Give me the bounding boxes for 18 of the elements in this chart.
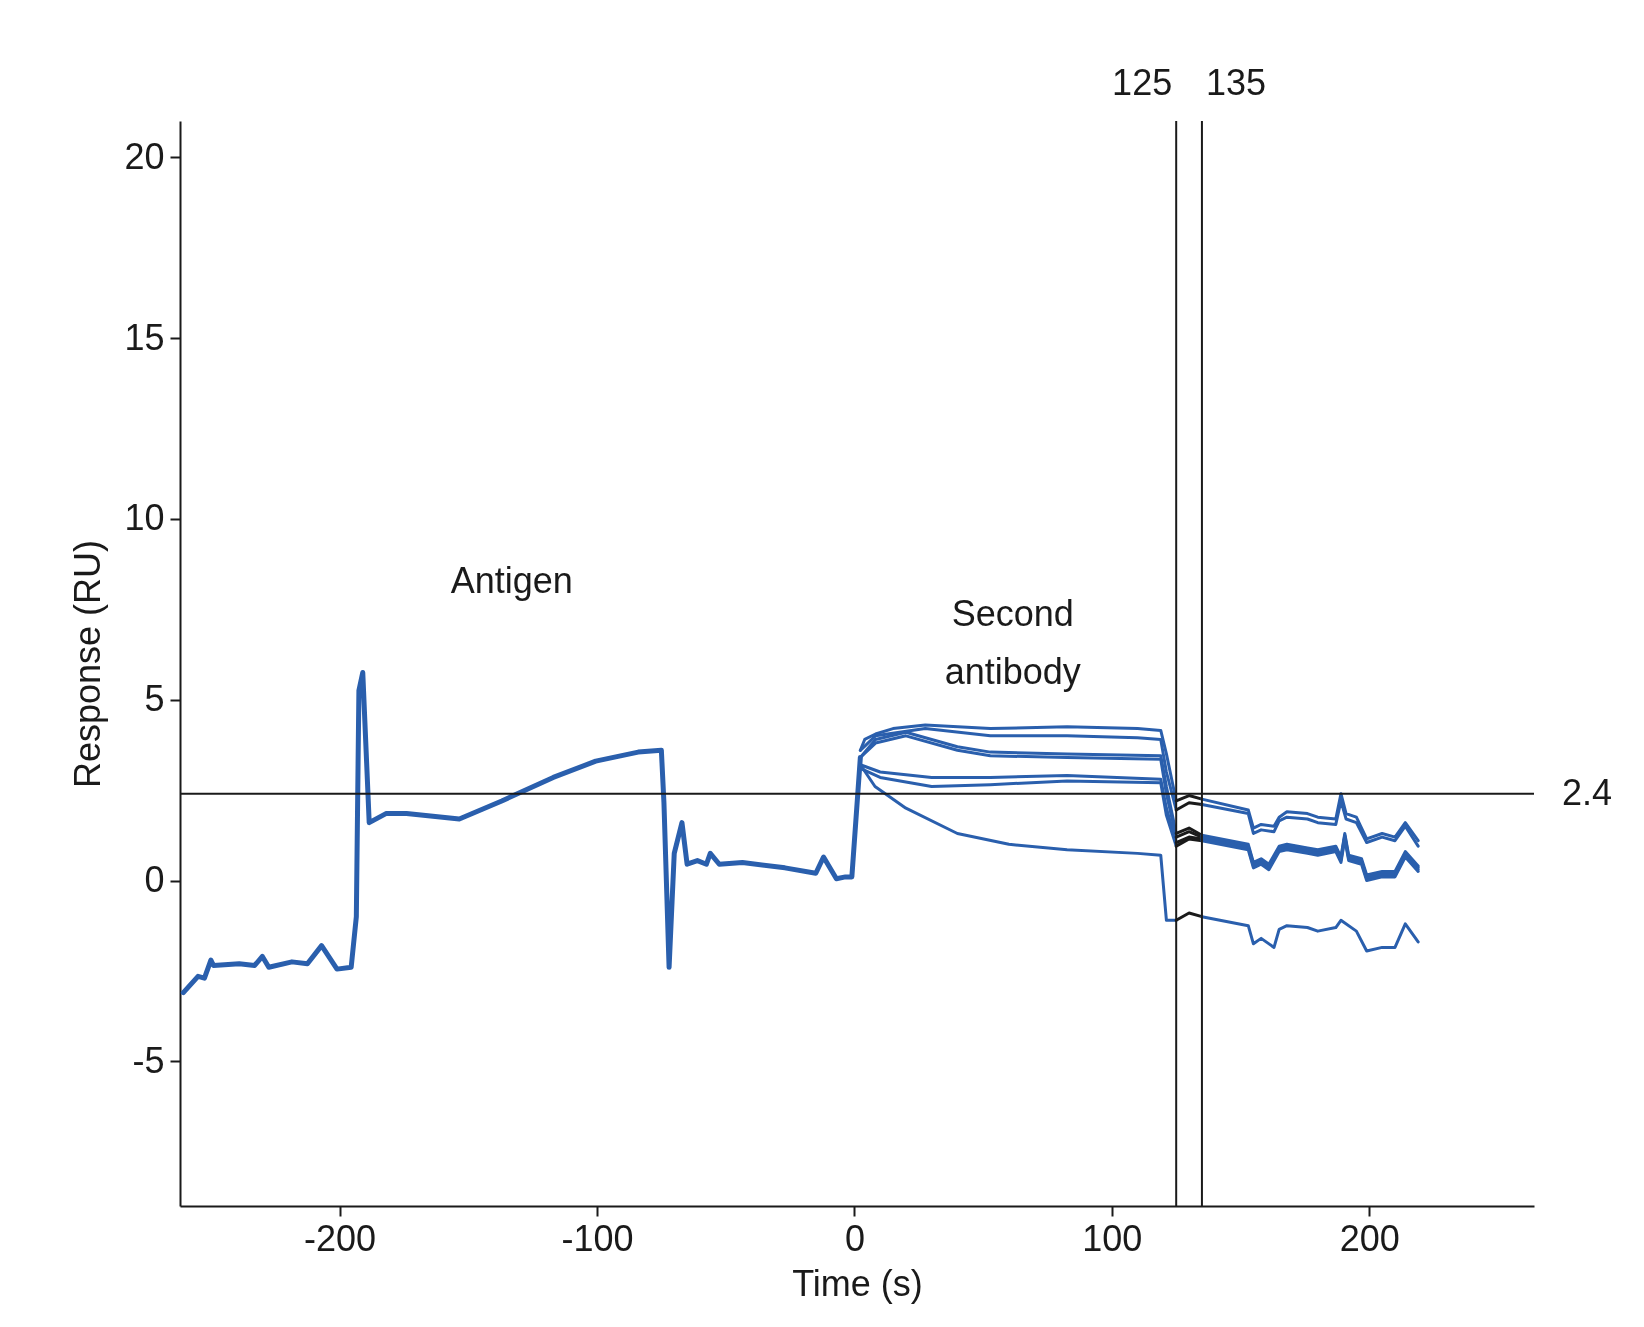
- y-axis-title: Response (RU): [67, 539, 109, 789]
- x-axis-title: Time (s): [792, 1262, 923, 1304]
- annotation: Second antibody: [944, 592, 1081, 692]
- ref-line-label: 125: [1112, 62, 1173, 103]
- y-tick-label: 0: [144, 859, 165, 900]
- y-tick-label: 15: [124, 316, 165, 358]
- y-tick-label: 5: [144, 678, 165, 720]
- x-tick-label: -100: [561, 1217, 634, 1259]
- annotation: Antigen: [450, 560, 573, 602]
- x-tick-label: 200: [1339, 1217, 1400, 1259]
- ref-line-label: 2.4: [1562, 771, 1613, 813]
- x-tick-label: 0: [844, 1217, 865, 1259]
- y-tick-label: -5: [132, 1039, 165, 1081]
- y-tick-label: 20: [124, 135, 165, 177]
- y-tick-label: 10: [124, 497, 165, 539]
- ref-line-label: 135: [1205, 62, 1267, 103]
- x-tick-label: 100: [1082, 1217, 1143, 1259]
- x-tick-label: -200: [304, 1217, 377, 1259]
